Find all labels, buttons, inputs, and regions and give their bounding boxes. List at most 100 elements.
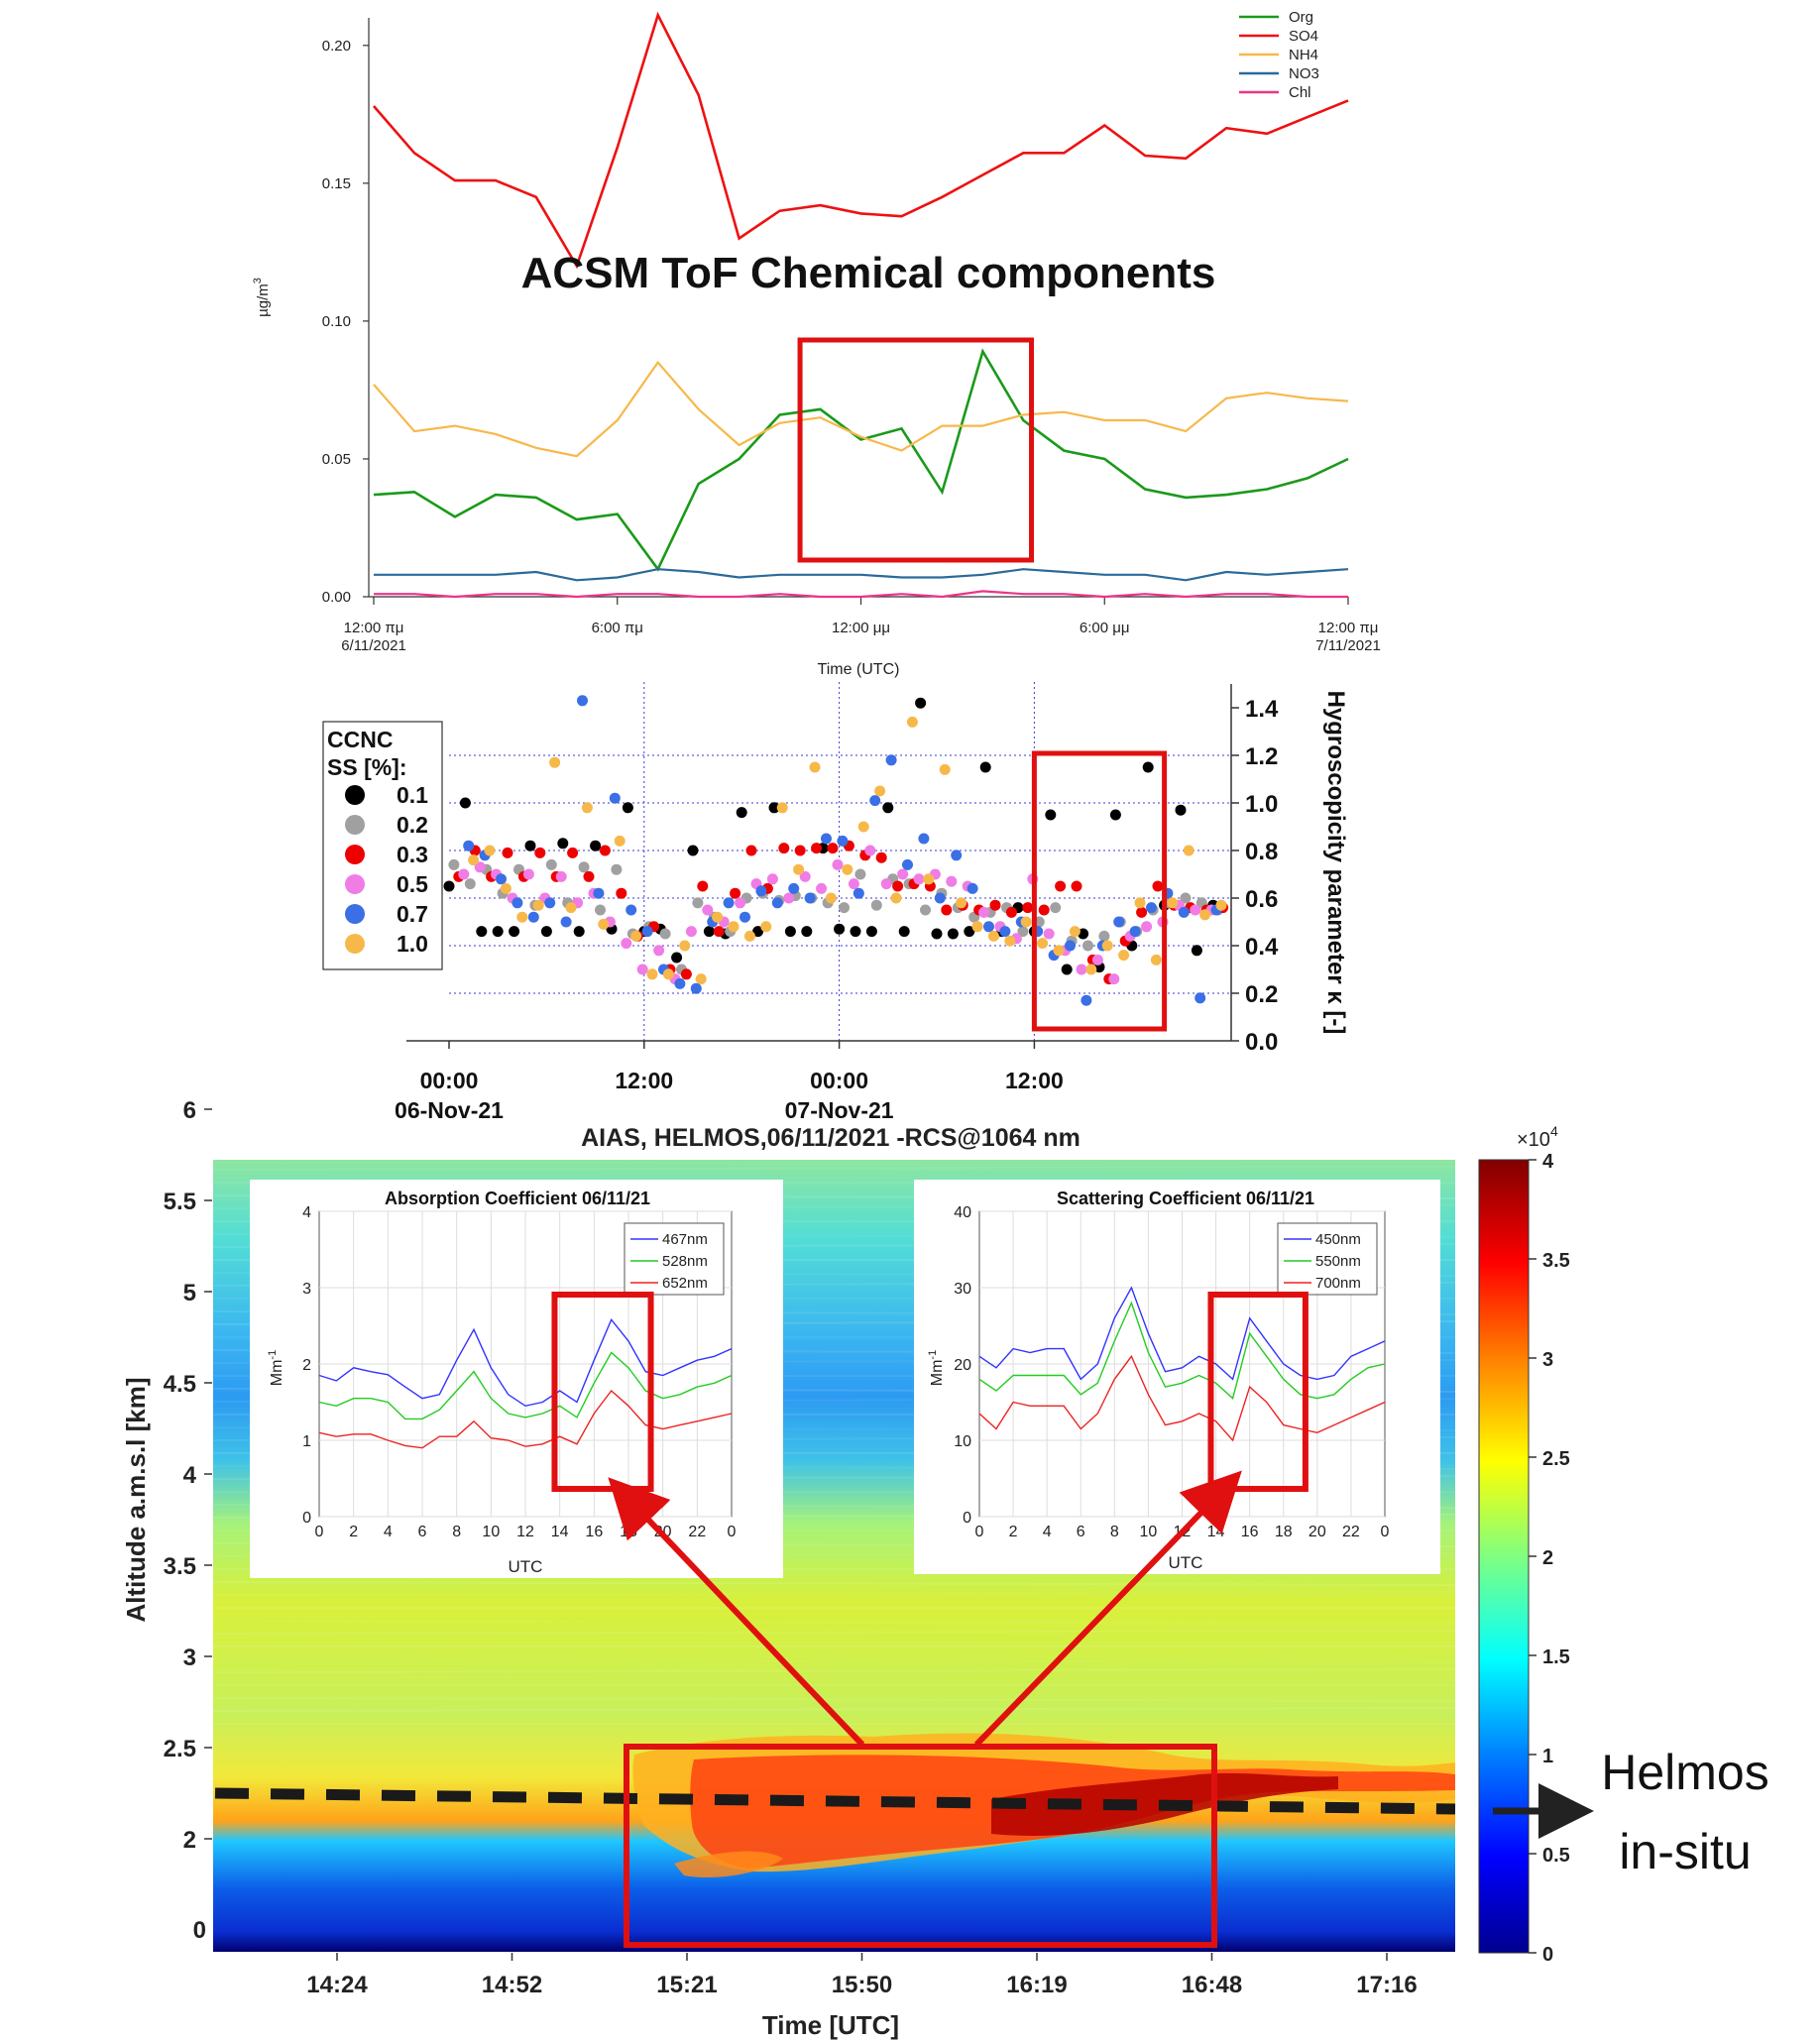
absorption-x-tick-label: 18 <box>620 1524 637 1540</box>
ccnc-point-ss-0.5 <box>848 878 859 890</box>
lidar-x-axis-label: Time [UTC] <box>762 2010 899 2040</box>
ccnc-chart: 0.0 0.2 0.4 0.6 0.8 1.0 1.2 1.4 00:00 06-Nov-21 1… <box>322 682 1349 1123</box>
ccnc-point-ss-0.5 <box>702 904 714 916</box>
lidar-colorbar-tick-label: 2.5 <box>1542 1448 1570 1470</box>
ccnc-points <box>443 695 1229 1006</box>
ccnc-point-ss-0.5 <box>913 873 925 885</box>
ccnc-point-ss-0.7 <box>837 835 849 847</box>
arrow-to-absorption <box>608 1477 865 1748</box>
acsm-axes <box>368 18 1348 598</box>
acsm-y-tick-label: 0.00 <box>322 589 351 606</box>
ccnc-point-ss-0.3 <box>989 899 1001 911</box>
ccnc-point-ss-0.3 <box>794 845 806 856</box>
absorption-y-tick-label: 4 <box>302 1204 311 1221</box>
ccnc-point-ss-0.1 <box>687 845 699 856</box>
absorption-y-unit-sup: -1 <box>267 1350 279 1360</box>
scattering-x-tick-label: 0 <box>975 1524 984 1540</box>
ccnc-point-ss-0.1 <box>915 697 927 709</box>
lidar-texture-line <box>212 1630 1456 1635</box>
ccnc-point-ss-0.1 <box>882 802 894 814</box>
ccnc-point-ss-1.0 <box>468 854 480 866</box>
acsm-highlight-box <box>797 337 1035 563</box>
ccnc-point-ss-1.0 <box>1085 964 1097 975</box>
lidar-texture-line <box>212 1620 1456 1625</box>
ccnc-point-ss-0.2 <box>692 897 704 909</box>
lidar-y-tick-zero: 0 <box>193 1917 206 1944</box>
scattering-line-550nm <box>978 1301 1386 1400</box>
ccnc-point-ss-1.0 <box>825 892 837 904</box>
acsm-x-tick-label: 12:00 πμ <box>344 620 404 636</box>
ccnc-point-ss-0.1 <box>524 840 536 851</box>
ccnc-point-ss-0.7 <box>463 840 475 851</box>
ccnc-point-ss-0.5 <box>458 868 470 880</box>
ccnc-point-ss-0.1 <box>979 761 991 773</box>
absorption-x-tick-label: 4 <box>384 1524 393 1540</box>
ccnc-point-ss-0.2 <box>870 899 882 911</box>
ccnc-point-ss-1.0 <box>549 756 561 768</box>
ccnc-point-ss-0.1 <box>898 926 910 938</box>
ccnc-point-ss-1.0 <box>712 911 724 923</box>
ccnc-point-ss-0.1 <box>931 928 943 940</box>
ccnc-point-ss-1.0 <box>1037 938 1049 950</box>
ccnc-y-axis-label: Hygroscopicity parameter κ [-] <box>1322 691 1349 1035</box>
acsm-line-org <box>373 348 1349 572</box>
ccnc-point-ss-0.7 <box>739 911 750 923</box>
scattering-legend-label: 450nm <box>1315 1231 1361 1248</box>
ccnc-point-ss-0.3 <box>502 847 513 858</box>
absorption-line-467nm <box>318 1317 733 1408</box>
ccnc-legend-marker <box>345 934 365 954</box>
ccnc-point-ss-0.1 <box>540 926 552 938</box>
scattering-y-tick-label: 30 <box>954 1281 971 1298</box>
acsm-line-no3 <box>374 568 1349 582</box>
lidar-colorbar-tick-label: 2 <box>1542 1547 1553 1569</box>
ccnc-legend-marker <box>345 815 365 835</box>
lidar-y-tick-label: 3 <box>183 1645 196 1671</box>
acsm-x-tick-date: 6/11/2021 <box>341 637 406 654</box>
ccnc-point-ss-0.3 <box>778 843 790 854</box>
ccnc-point-ss-0.5 <box>1141 921 1153 933</box>
ccnc-point-ss-0.3 <box>583 870 595 882</box>
ccnc-point-ss-0.1 <box>459 797 471 809</box>
ccnc-y-tick-label: 0.4 <box>1245 934 1279 961</box>
ccnc-legend-label: 0.3 <box>397 842 428 867</box>
ccnc-point-ss-1.0 <box>906 716 918 728</box>
acsm-series-lines <box>373 11 1349 599</box>
ccnc-point-ss-1.0 <box>728 921 739 933</box>
ccnc-point-ss-0.1 <box>865 926 877 938</box>
ccnc-point-ss-0.7 <box>1113 916 1125 928</box>
lidar-texture-line <box>212 1707 1456 1712</box>
ccnc-point-ss-0.7 <box>1065 940 1076 952</box>
lidar-colorbar-tick-label: 4 <box>1542 1151 1554 1173</box>
ccnc-point-ss-0.3 <box>1055 880 1067 892</box>
scattering-x-tick-label: 18 <box>1275 1524 1293 1540</box>
absorption-x-tick-label: 10 <box>482 1524 500 1540</box>
scattering-line-450nm <box>978 1286 1386 1381</box>
acsm-y-ticks: 0.00 0.05 0.10 0.15 0.20 <box>322 38 369 606</box>
arrow-to-scattering <box>973 1470 1242 1748</box>
ccnc-point-ss-0.7 <box>544 897 556 909</box>
absorption-x-tick-label: 6 <box>418 1524 427 1540</box>
absorption-x-tick-label: 16 <box>585 1524 603 1540</box>
scattering-highlight-box <box>1207 1292 1308 1492</box>
acsm-y-tick-label: 0.15 <box>322 175 351 192</box>
scattering-line-700nm <box>978 1354 1386 1442</box>
ccnc-point-ss-0.7 <box>755 885 767 897</box>
ccnc-point-ss-0.7 <box>609 792 621 804</box>
ccnc-point-ss-0.1 <box>1142 761 1154 773</box>
ccnc-point-ss-0.1 <box>476 926 488 938</box>
ccnc-point-ss-0.7 <box>1178 906 1190 918</box>
ccnc-point-ss-0.3 <box>1136 906 1148 918</box>
ccnc-point-ss-1.0 <box>760 921 772 933</box>
ccnc-x-tick-date: 07-Nov-21 <box>785 1097 894 1123</box>
ccnc-point-ss-0.2 <box>578 861 590 873</box>
ccnc-legend: CCNC SS [%]: 0.1 0.2 0.3 0.5 0.7 1.0 <box>322 721 443 970</box>
ccnc-point-ss-1.0 <box>874 785 886 797</box>
ccnc-point-ss-0.7 <box>771 897 783 909</box>
lidar-texture-line <box>212 1697 1456 1702</box>
ccnc-x-tick-label: 00:00 <box>420 1068 479 1093</box>
absorption-line-652nm <box>318 1389 733 1449</box>
lidar-y-tick-label: 6 <box>183 1097 196 1124</box>
acsm-chart: 0.000.050.100.150.20 12:00 πμ6/11/20216:… <box>252 9 1381 678</box>
acsm-x-tick-label: 6:00 πμ <box>592 620 643 636</box>
acsm-y-tick-label: 0.10 <box>322 313 351 330</box>
